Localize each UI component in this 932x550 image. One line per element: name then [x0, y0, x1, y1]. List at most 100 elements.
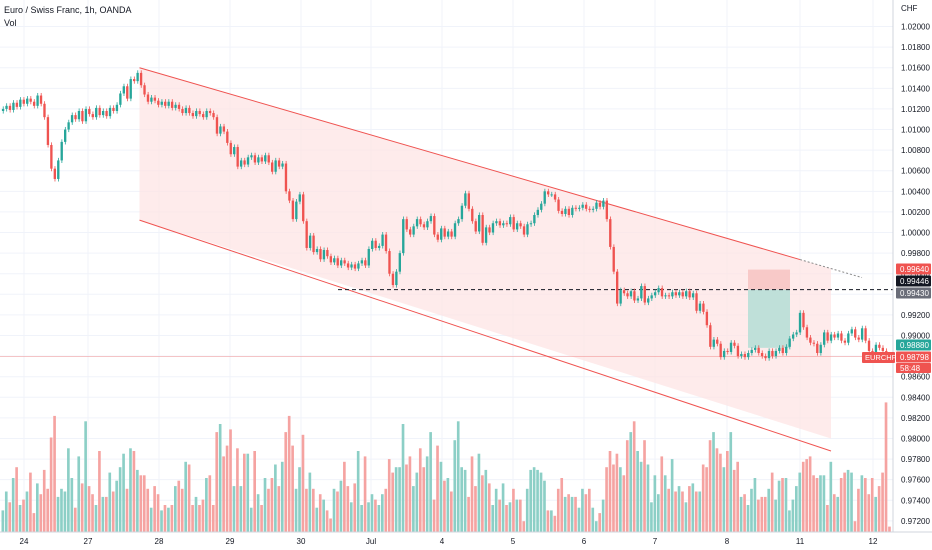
volume-bar: [122, 453, 125, 532]
candle-body: [295, 201, 298, 220]
candle-body: [46, 117, 50, 145]
candle-body: [836, 333, 840, 338]
volume-bar: [722, 467, 726, 532]
volume-bar: [491, 505, 495, 532]
currency-label: CHF: [901, 4, 918, 13]
volume-bar: [505, 505, 508, 532]
y-tick-label: 1.00000: [901, 229, 930, 238]
candle-body: [271, 162, 274, 172]
candle-body: [8, 105, 12, 110]
candle-body: [77, 110, 81, 120]
volume-bar: [829, 461, 833, 532]
volume-bar: [218, 424, 222, 532]
volume-bar: [739, 496, 743, 532]
chart-legend: Euro / Swiss Franc, 1h, OANDA Vol: [4, 4, 132, 30]
volume-bar: [439, 461, 443, 532]
y-tick-label: 1.01200: [901, 105, 930, 114]
candle-body: [188, 107, 191, 114]
candle-body: [685, 291, 688, 297]
candle-body: [495, 221, 498, 224]
candle-body: [533, 215, 536, 224]
volume-bar: [646, 464, 650, 532]
candle-body: [402, 219, 405, 254]
candle-body: [864, 328, 867, 341]
candle-body: [395, 271, 398, 286]
candle-body: [812, 342, 815, 344]
volume-bar: [222, 456, 225, 532]
y-tick-label: 0.98400: [901, 393, 930, 402]
candle-body: [136, 72, 139, 82]
y-tick-label: 1.00200: [901, 208, 930, 217]
volume-bar: [770, 472, 774, 532]
volume-bar: [139, 475, 143, 532]
candle-body: [719, 343, 722, 358]
candle-body: [381, 234, 384, 246]
candle-body: [512, 217, 515, 230]
candle-body: [412, 226, 415, 235]
candle-body: [540, 203, 543, 210]
volume-bar: [819, 475, 822, 532]
candle-body: [367, 248, 370, 266]
candle-body: [571, 207, 574, 216]
volume-bar: [360, 505, 363, 532]
volume-bar: [550, 510, 553, 532]
volume-bar: [132, 451, 136, 532]
volume-bar: [191, 505, 194, 532]
candle-body: [691, 293, 695, 298]
volume-bar: [98, 451, 101, 532]
candle-body: [657, 288, 660, 293]
volume-bar: [160, 510, 163, 532]
volume-bar: [729, 432, 733, 532]
candle-body: [236, 147, 239, 167]
volume-bar: [522, 521, 526, 532]
volume-bar: [377, 505, 381, 532]
candle-body: [343, 260, 346, 264]
candle-body: [640, 286, 643, 299]
volume-bar: [142, 475, 146, 532]
channel-upper-extension: [799, 259, 863, 279]
candle-body: [464, 193, 467, 206]
y-tick-label: 0.97200: [901, 517, 930, 526]
candle-body: [564, 208, 567, 214]
volume-bar: [826, 505, 829, 532]
candle-body: [436, 234, 439, 240]
candle-body: [667, 295, 671, 297]
candle-body: [91, 114, 94, 118]
candle-body: [823, 332, 826, 345]
volume-bar: [508, 502, 512, 532]
volume-bar: [163, 505, 167, 532]
volume-bar: [615, 453, 619, 532]
price-tag: [896, 339, 931, 351]
volume-bar: [332, 488, 336, 532]
volume-bar: [381, 494, 384, 532]
volume-bar: [708, 440, 712, 532]
volume-bar: [56, 496, 60, 532]
volume-bar: [201, 499, 205, 532]
candle-body: [740, 354, 743, 357]
candle-body: [581, 204, 584, 208]
x-tick-label: Jul: [366, 537, 376, 546]
candle-body: [591, 208, 595, 210]
price-tag: [896, 263, 931, 275]
volume-bar: [274, 464, 277, 532]
volume-bar: [215, 432, 219, 532]
volume-bar: [280, 461, 284, 532]
volume-bar: [839, 478, 843, 532]
volume-bar: [305, 488, 308, 532]
volume-bar: [308, 472, 312, 532]
volume-bar: [639, 461, 643, 532]
candle-body: [164, 101, 167, 106]
candle-body: [664, 295, 667, 297]
volume-bar: [325, 510, 329, 532]
candle-body: [726, 350, 729, 352]
candle-body: [50, 144, 53, 169]
volume-bar: [315, 507, 319, 532]
volume-bar: [577, 507, 581, 532]
candle-body: [609, 219, 612, 247]
volume-bar: [743, 494, 746, 532]
volume-bar: [77, 456, 81, 532]
volume-bar: [263, 478, 267, 532]
x-tick-label: 5: [511, 537, 516, 546]
candle-body: [222, 126, 226, 132]
